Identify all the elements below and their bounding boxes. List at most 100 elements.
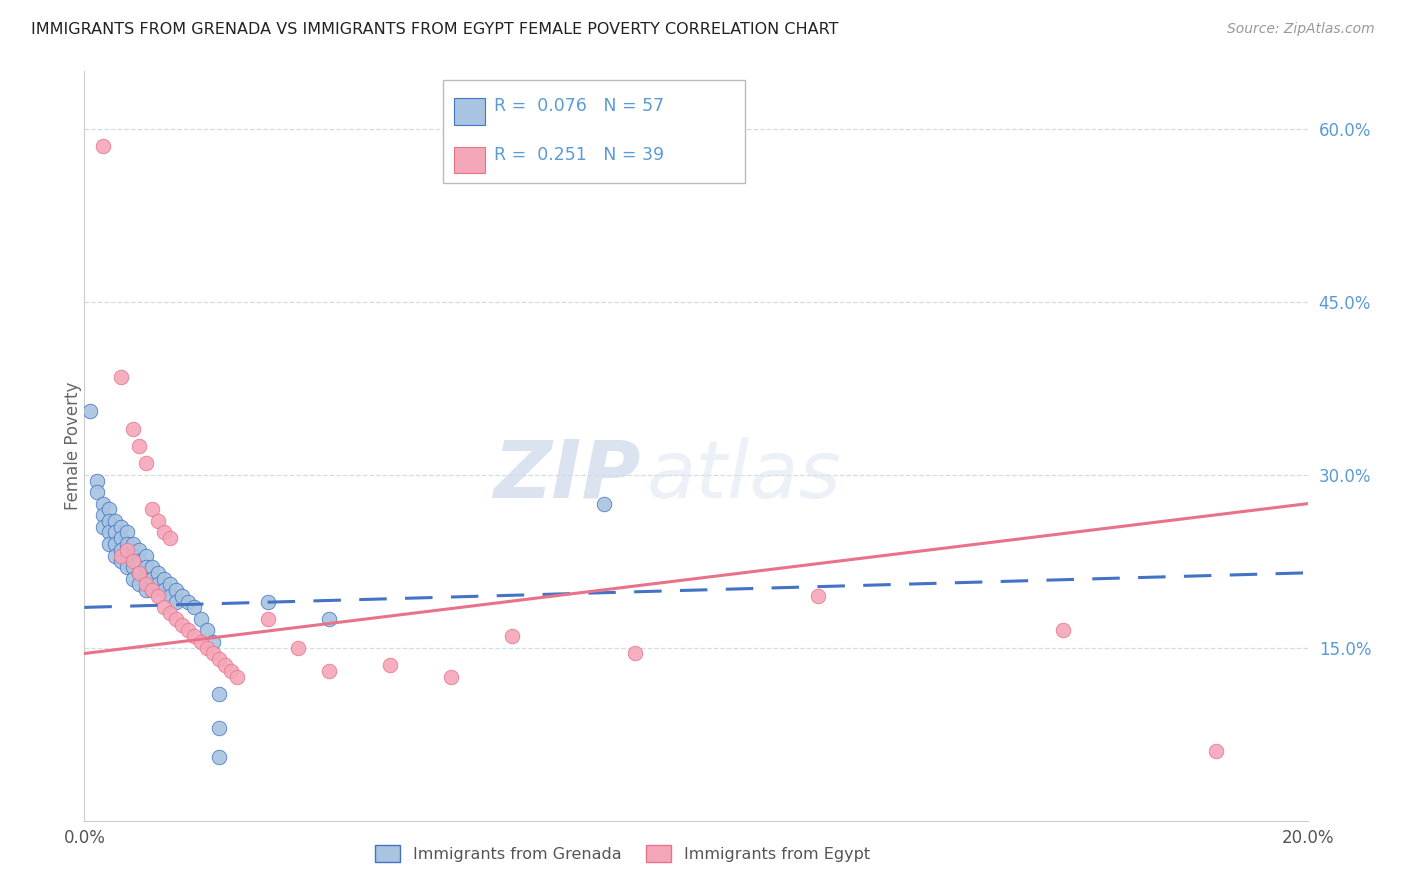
Point [159, 606, 181, 620]
Point [214, 658, 236, 673]
Point [122, 422, 145, 436]
Point [183, 600, 205, 615]
Point [115, 525, 138, 540]
Point [135, 572, 157, 586]
Point [165, 583, 187, 598]
Point [141, 583, 163, 598]
Point [807, 589, 830, 603]
Point [146, 577, 169, 591]
Point [128, 554, 150, 568]
Point [593, 497, 616, 511]
Point [287, 640, 309, 655]
Point [159, 589, 181, 603]
Point [115, 537, 138, 551]
Point [219, 664, 242, 678]
Point [502, 629, 524, 643]
Point [159, 531, 181, 545]
Point [201, 647, 224, 661]
Text: R =  0.251   N = 39: R = 0.251 N = 39 [494, 145, 664, 163]
Point [115, 560, 138, 574]
Text: R =  0.076   N = 57: R = 0.076 N = 57 [494, 97, 664, 115]
Point [146, 514, 169, 528]
Point [122, 572, 145, 586]
Point [104, 514, 127, 528]
Point [91, 497, 114, 511]
Point [195, 640, 218, 655]
Point [97, 514, 120, 528]
Point [257, 612, 280, 626]
Point [135, 549, 157, 563]
Point [141, 572, 163, 586]
Point [208, 750, 231, 764]
Point [86, 485, 108, 500]
Point [226, 669, 249, 683]
Point [318, 612, 340, 626]
Point [86, 474, 108, 488]
Point [1052, 624, 1074, 638]
Point [141, 583, 163, 598]
Point [97, 525, 120, 540]
Point [201, 635, 224, 649]
Point [183, 629, 205, 643]
Point [440, 669, 463, 683]
Point [153, 600, 176, 615]
Point [104, 549, 127, 563]
Point [128, 566, 150, 580]
Point [110, 531, 132, 545]
Point [153, 525, 176, 540]
Point [135, 560, 157, 574]
Point [110, 519, 132, 533]
Point [177, 624, 200, 638]
Point [318, 664, 340, 678]
Point [172, 589, 194, 603]
Point [165, 612, 187, 626]
Legend: Immigrants from Grenada, Immigrants from Egypt: Immigrants from Grenada, Immigrants from… [368, 838, 877, 869]
Point [208, 687, 231, 701]
Point [110, 549, 132, 563]
Point [190, 635, 212, 649]
Point [135, 456, 157, 470]
Point [97, 502, 120, 516]
Point [190, 612, 212, 626]
Point [110, 369, 132, 384]
Point [153, 583, 176, 598]
Text: ZIP: ZIP [494, 437, 641, 515]
Point [141, 560, 163, 574]
Point [172, 617, 194, 632]
Point [122, 537, 145, 551]
Point [104, 537, 127, 551]
Point [91, 508, 114, 523]
Point [135, 583, 157, 598]
Point [128, 439, 150, 453]
Point [195, 624, 218, 638]
Point [208, 722, 231, 736]
Y-axis label: Female Poverty: Female Poverty [65, 382, 82, 510]
Point [110, 554, 132, 568]
Point [97, 537, 120, 551]
Point [122, 554, 145, 568]
Point [128, 542, 150, 557]
Point [110, 542, 132, 557]
Point [122, 560, 145, 574]
Point [380, 658, 402, 673]
Point [128, 577, 150, 591]
Point [153, 572, 176, 586]
Point [257, 594, 280, 608]
Point [104, 525, 127, 540]
Point [141, 502, 163, 516]
Text: atlas: atlas [647, 437, 842, 515]
Point [122, 549, 145, 563]
Text: Source: ZipAtlas.com: Source: ZipAtlas.com [1227, 22, 1375, 37]
Point [135, 577, 157, 591]
Point [91, 139, 114, 153]
Point [115, 549, 138, 563]
Point [1205, 744, 1227, 758]
Point [208, 652, 231, 666]
Point [146, 589, 169, 603]
Text: IMMIGRANTS FROM GRENADA VS IMMIGRANTS FROM EGYPT FEMALE POVERTY CORRELATION CHAR: IMMIGRANTS FROM GRENADA VS IMMIGRANTS FR… [31, 22, 838, 37]
Point [624, 647, 647, 661]
Point [115, 542, 138, 557]
Point [177, 594, 200, 608]
Point [128, 566, 150, 580]
Point [91, 519, 114, 533]
